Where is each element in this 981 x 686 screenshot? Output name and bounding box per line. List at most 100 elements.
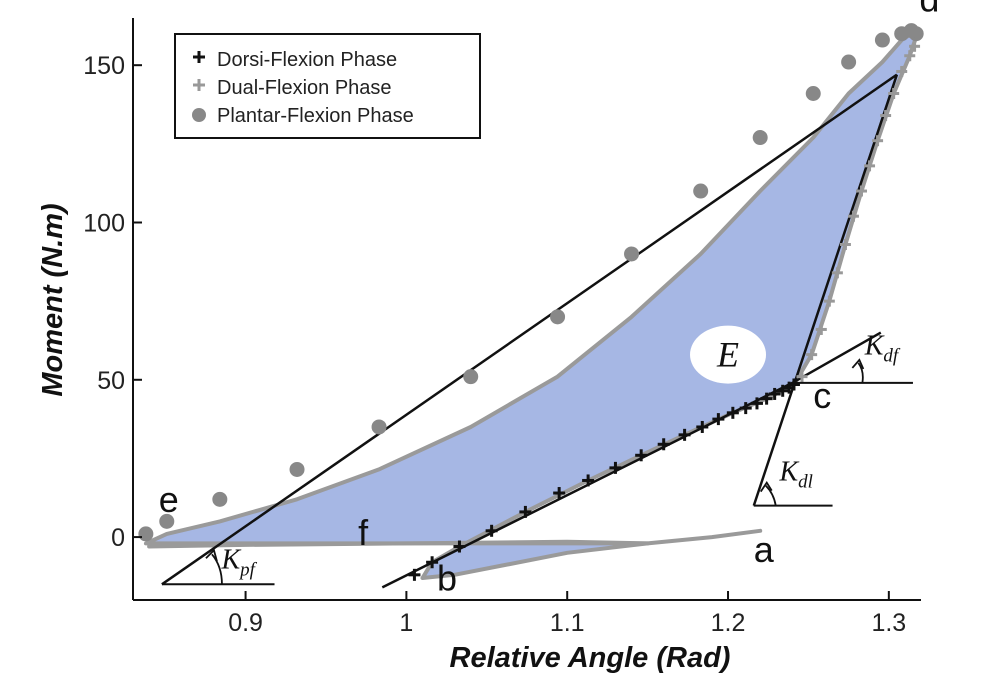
- y-axis-title: Moment (N.m): [37, 203, 69, 396]
- point-label-b: b: [437, 558, 457, 599]
- point-label-e: e: [159, 479, 179, 520]
- dorsi-point: [408, 568, 421, 581]
- dual-point: [806, 349, 818, 361]
- plantar-point: [894, 26, 910, 42]
- K_df-line: [381, 331, 882, 589]
- axes: 0.9 1 1.1 1.2 1.3 0 50 100 150: [83, 18, 921, 637]
- dual-point: [823, 295, 835, 307]
- dorsi-point: [776, 384, 789, 397]
- k-label-pf: Kpf: [220, 545, 257, 581]
- K_dl-line: [752, 74, 899, 506]
- dorsi-point: [726, 406, 739, 419]
- plantar-point: [463, 369, 479, 385]
- legend-marker-plus: [193, 79, 205, 91]
- dorsi-point: [760, 392, 773, 405]
- dorsi-point: [453, 540, 466, 553]
- y-tick-label: 0: [111, 524, 125, 552]
- x-tick-label: 1: [399, 609, 413, 637]
- dual-point: [864, 160, 876, 172]
- dual-point: [909, 40, 921, 52]
- dorsi-point: [426, 556, 439, 569]
- dorsi-point: [485, 524, 498, 537]
- dorsi-point: [609, 461, 622, 474]
- y-tick-label: 100: [83, 209, 125, 237]
- kdf-angle-marker: [792, 358, 913, 384]
- dual-point: [872, 135, 884, 147]
- dorsi-point: [553, 487, 566, 500]
- x-tick-label: 0.9: [228, 609, 263, 637]
- k-subscript-pf: pf: [238, 560, 258, 581]
- k-label-df: Kdf: [864, 331, 901, 367]
- kdl-arc: [765, 484, 777, 506]
- plantar-point: [874, 32, 890, 48]
- y-tick-label: 50: [97, 367, 125, 395]
- plantar-point: [550, 309, 566, 325]
- energy-fill-area: [145, 33, 917, 578]
- plantar-point: [841, 54, 857, 70]
- dorsi-point: [768, 387, 781, 400]
- point-label-f: f: [358, 512, 369, 553]
- plantar-point: [624, 246, 640, 262]
- legend-marker-plus: [193, 51, 205, 63]
- kpf-angle-marker: [161, 548, 275, 586]
- kdl-arrowhead: [760, 480, 773, 493]
- baseline-curve: [147, 528, 763, 549]
- energy-label: E: [716, 335, 739, 375]
- dorsi-point: [739, 402, 752, 415]
- x-tick-label: 1.2: [711, 609, 746, 637]
- dual-point: [888, 88, 900, 100]
- kdl-angle-marker: [753, 480, 833, 507]
- plantar-point: [138, 526, 154, 542]
- dorsi-point: [519, 505, 532, 518]
- data-markers: [138, 23, 924, 581]
- plantar-point: [752, 130, 768, 146]
- x-tick-label: 1.1: [550, 609, 585, 637]
- y-tick-label: 150: [83, 52, 125, 80]
- plantar-point: [693, 183, 709, 199]
- dorsi-point: [635, 449, 648, 462]
- dual-point: [855, 185, 867, 197]
- point-label-d: d: [919, 0, 939, 20]
- dorsi-point: [582, 474, 595, 487]
- dual-point: [896, 65, 908, 77]
- kpf-arrowhead: [205, 548, 218, 562]
- legend-label: Plantar-Flexion Phase: [217, 105, 414, 127]
- dorsi-point: [712, 413, 725, 426]
- dorsi-point: [750, 397, 763, 410]
- dual-point: [815, 323, 827, 335]
- dual-point: [847, 210, 859, 222]
- dual-point: [904, 50, 916, 62]
- dorsi-point: [696, 420, 709, 433]
- energy-label-bg: [690, 325, 767, 384]
- energy-area: [145, 33, 917, 578]
- kpf-arc: [211, 553, 223, 585]
- k-subscript-dl: dl: [798, 471, 813, 492]
- point-label-a: a: [754, 529, 775, 570]
- K_pf-line: [161, 73, 898, 586]
- dual-point: [796, 371, 808, 383]
- kdf-arc: [857, 362, 864, 384]
- legend-label: Dorsi-Flexion Phase: [217, 49, 397, 71]
- dual-point: [839, 239, 851, 251]
- legend-box: [174, 33, 481, 139]
- kdf-arrowhead: [851, 358, 865, 370]
- k-subscript-df: df: [883, 346, 901, 367]
- dual-point: [880, 110, 892, 122]
- dual-point: [831, 267, 843, 279]
- legend-marker-circle: [192, 108, 206, 122]
- dorsi-point: [657, 438, 670, 451]
- plantar-point: [289, 461, 305, 477]
- x-tick-label: 1.3: [871, 609, 906, 637]
- plantar-point: [159, 513, 175, 529]
- stiffness-fit-lines: [161, 73, 899, 589]
- plantar-point: [805, 86, 821, 102]
- k-label-dl: Kdl: [778, 456, 812, 492]
- legend-label: Dual-Flexion Phase: [217, 77, 392, 99]
- dorsi-point: [787, 378, 800, 391]
- x-axis-title: Relative Angle (Rad): [450, 642, 731, 674]
- plantar-point: [371, 419, 387, 435]
- plantar-point: [212, 491, 228, 507]
- dorsi-point: [678, 428, 691, 441]
- legend: Dorsi-Flexion Phase Dual-Flexion Phase Pla…: [174, 33, 481, 139]
